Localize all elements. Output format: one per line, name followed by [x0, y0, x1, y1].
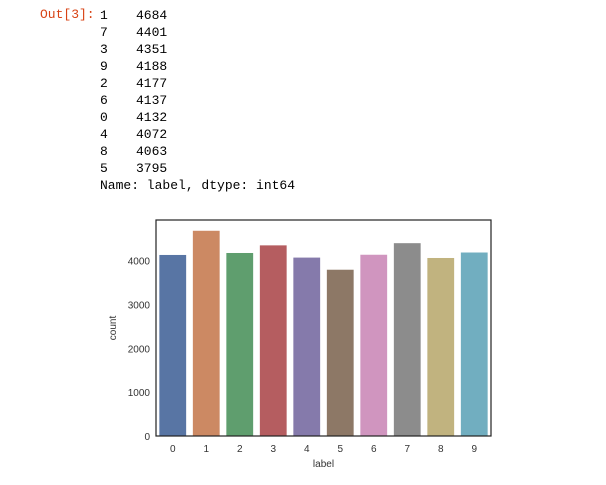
series-index: 7: [100, 25, 108, 40]
x-tick-label: 6: [371, 444, 377, 455]
series-row: 6 4137: [100, 92, 295, 109]
y-tick-label: 3000: [128, 301, 151, 312]
series-index: 6: [100, 93, 108, 108]
series-row: 0 4132: [100, 109, 295, 126]
bar-9: [460, 252, 488, 436]
series-value: 4132: [136, 110, 168, 125]
x-axis-label: label: [313, 459, 334, 470]
series-index: 0: [100, 110, 108, 125]
x-tick-label: 3: [270, 444, 276, 455]
series-value: 4351: [136, 42, 168, 57]
x-tick-label: 8: [438, 444, 444, 455]
series-value: 4684: [136, 8, 168, 23]
series-index: 5: [100, 161, 108, 176]
series-value: 4177: [136, 76, 168, 91]
series-row: 5 3795: [100, 160, 295, 177]
bar-8: [427, 257, 455, 436]
x-tick-label: 5: [337, 444, 343, 455]
series-index: 1: [100, 8, 108, 23]
series-row: 3 4351: [100, 41, 295, 58]
y-tick-label: 1000: [128, 388, 151, 399]
x-tick-label: 4: [304, 444, 310, 455]
series-index: 3: [100, 42, 108, 57]
bar-1: [192, 230, 220, 436]
bar-2: [226, 252, 254, 436]
series-index: 8: [100, 144, 108, 159]
x-tick-label: 2: [237, 444, 243, 455]
y-tick-label: 4000: [128, 257, 151, 268]
series-output: 1 4684 7 4401 3 4351 9 4188 2 4177 6 4137 0 4132 4 4072…: [100, 7, 295, 194]
y-tick-label: 0: [144, 432, 150, 443]
x-tick-label: 7: [404, 444, 410, 455]
series-index: 4: [100, 127, 108, 142]
bar-0: [159, 254, 187, 436]
series-value: 4137: [136, 93, 168, 108]
series-row: 9 4188: [100, 58, 295, 75]
x-tick-label: 9: [471, 444, 477, 455]
bar-3: [259, 245, 287, 436]
series-value: 4063: [136, 144, 168, 159]
series-row: 1 4684: [100, 7, 295, 24]
series-row: 7 4401: [100, 24, 295, 41]
series-index: 9: [100, 59, 108, 74]
bar-6: [360, 254, 388, 436]
x-tick-label: 0: [170, 444, 176, 455]
series-value: 4072: [136, 127, 168, 142]
bar-7: [393, 243, 421, 436]
bar-4: [293, 257, 321, 436]
series-index: 2: [100, 76, 108, 91]
series-value: 4401: [136, 25, 168, 40]
series-row: 8 4063: [100, 143, 295, 160]
x-tick-label: 1: [203, 444, 209, 455]
series-value: 3795: [136, 161, 168, 176]
y-axis-label: count: [108, 316, 119, 341]
series-value: 4188: [136, 59, 168, 74]
y-tick-label: 2000: [128, 344, 151, 355]
series-footer: Name: label, dtype: int64: [100, 178, 296, 193]
series-row: 2 4177: [100, 75, 295, 92]
output-prompt: Out[3]:: [40, 7, 95, 22]
bar-5: [326, 269, 354, 436]
axes-frame: [155, 219, 492, 437]
series-row: 4 4072: [100, 126, 295, 143]
